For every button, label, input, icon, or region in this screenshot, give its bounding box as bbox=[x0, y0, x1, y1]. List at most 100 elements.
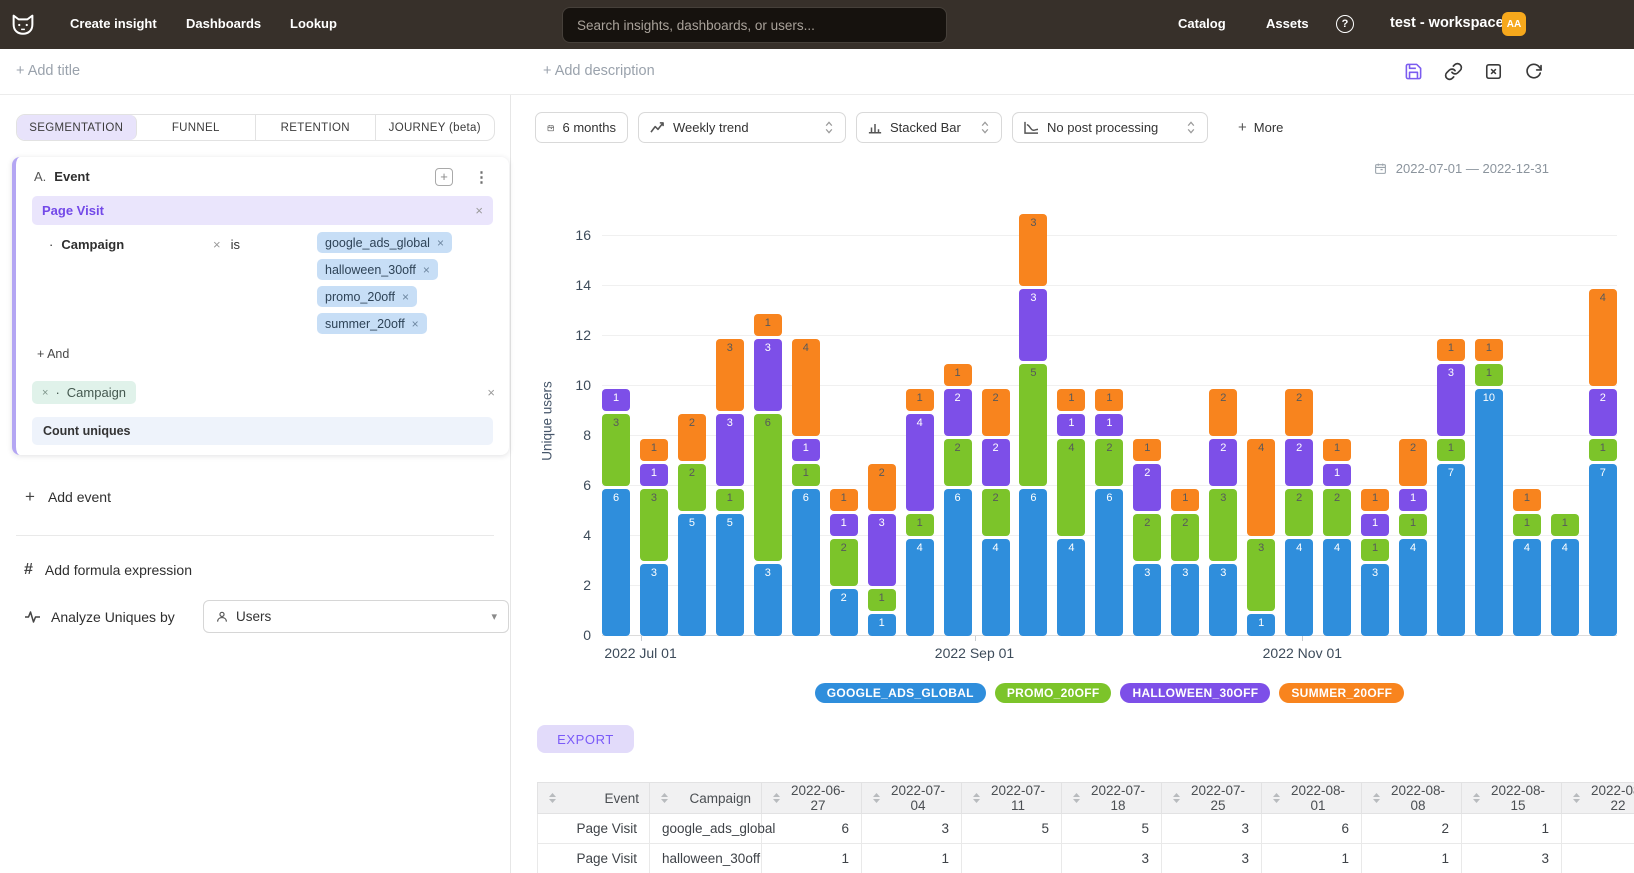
stacked-bar[interactable]: 6114 bbox=[792, 339, 820, 636]
bar-segment[interactable]: 2 bbox=[1589, 389, 1617, 436]
bar-segment[interactable]: 3 bbox=[1133, 564, 1161, 636]
column-header[interactable]: 2022-08-15 bbox=[1462, 783, 1562, 814]
bar-segment[interactable]: 7 bbox=[1589, 464, 1617, 636]
bar-segment[interactable]: 1 bbox=[754, 314, 782, 336]
remove-value-icon[interactable]: × bbox=[402, 290, 409, 304]
bar-segment[interactable]: 6 bbox=[602, 489, 630, 636]
bar-segment[interactable]: 1 bbox=[906, 514, 934, 536]
filter-value-chip[interactable]: summer_20off× bbox=[317, 313, 427, 334]
bar-segment[interactable]: 2 bbox=[1285, 489, 1313, 536]
bar-segment[interactable]: 1 bbox=[1095, 389, 1123, 411]
legend-item-summer_20off[interactable]: SUMMER_20OFF bbox=[1279, 683, 1404, 703]
filter-value-chip[interactable]: promo_20off× bbox=[317, 286, 417, 307]
stacked-bar[interactable]: 3631 bbox=[754, 314, 782, 636]
bar-segment[interactable]: 1 bbox=[1513, 489, 1541, 511]
legend-item-promo_20off[interactable]: PROMO_20OFF bbox=[995, 683, 1112, 703]
bar-segment[interactable]: 1 bbox=[1399, 514, 1427, 536]
bar-segment[interactable]: 2 bbox=[1399, 439, 1427, 486]
stacked-bar[interactable]: 6221 bbox=[944, 364, 972, 636]
help-icon[interactable]: ? bbox=[1336, 15, 1354, 33]
bar-segment[interactable]: 5 bbox=[1019, 364, 1047, 486]
bar-segment[interactable]: 1 bbox=[868, 614, 896, 636]
nav-catalog[interactable]: Catalog bbox=[1178, 16, 1226, 31]
bar-segment[interactable]: 2 bbox=[982, 439, 1010, 486]
app-logo-cat-icon[interactable] bbox=[8, 10, 38, 40]
refresh-icon[interactable] bbox=[1524, 62, 1544, 82]
bar-segment[interactable]: 1 bbox=[1247, 614, 1275, 636]
bar-segment[interactable]: 3 bbox=[1437, 364, 1465, 436]
sort-icon[interactable] bbox=[1172, 792, 1181, 804]
bar-segment[interactable]: 3 bbox=[716, 414, 744, 486]
column-header[interactable]: 2022-08-22 bbox=[1562, 783, 1634, 814]
bar-segment[interactable]: 2 bbox=[1133, 464, 1161, 511]
bar-segment[interactable]: 1 bbox=[792, 464, 820, 486]
bar-segment[interactable]: 4 bbox=[1589, 289, 1617, 386]
bar-segment[interactable]: 6 bbox=[944, 489, 972, 636]
bar-segment[interactable]: 2 bbox=[982, 389, 1010, 436]
sort-icon[interactable] bbox=[772, 792, 781, 804]
add-title-field[interactable]: + Add title bbox=[16, 63, 80, 79]
bar-segment[interactable]: 3 bbox=[1361, 564, 1389, 636]
bar-segment[interactable]: 1 bbox=[602, 389, 630, 411]
stacked-bar[interactable]: 41 bbox=[1551, 514, 1579, 636]
bar-segment[interactable]: 1 bbox=[1437, 339, 1465, 361]
bar-segment[interactable]: 3 bbox=[716, 339, 744, 411]
stacked-bar[interactable]: 4222 bbox=[982, 389, 1010, 636]
bar-segment[interactable]: 3 bbox=[1019, 214, 1047, 286]
stacked-bar[interactable]: 4222 bbox=[1285, 389, 1313, 636]
remove-value-icon[interactable]: × bbox=[412, 317, 419, 331]
bar-segment[interactable]: 3 bbox=[1209, 564, 1237, 636]
column-header[interactable]: 2022-08-08 bbox=[1362, 783, 1462, 814]
stacked-bar[interactable]: 4211 bbox=[1323, 439, 1351, 636]
bar-segment[interactable]: 1 bbox=[1437, 439, 1465, 461]
bar-segment[interactable]: 4 bbox=[1057, 439, 1085, 536]
stacked-bar[interactable]: 134 bbox=[1247, 439, 1275, 636]
sort-icon[interactable] bbox=[972, 792, 981, 804]
column-header[interactable]: Event bbox=[538, 783, 650, 814]
bar-segment[interactable]: 4 bbox=[1513, 539, 1541, 636]
nav-assets[interactable]: Assets bbox=[1266, 16, 1309, 31]
event-selector[interactable]: Page Visit × bbox=[32, 196, 493, 225]
bar-segment[interactable]: 1 bbox=[944, 364, 972, 386]
stacked-bar[interactable]: 5133 bbox=[716, 339, 744, 636]
stacked-bar[interactable]: 4112 bbox=[1399, 439, 1427, 636]
bar-segment[interactable]: 3 bbox=[640, 489, 668, 561]
bar-segment[interactable]: 2 bbox=[982, 489, 1010, 536]
stacked-bar[interactable]: 6533 bbox=[1019, 214, 1047, 636]
sort-icon[interactable] bbox=[1272, 792, 1281, 804]
bar-segment[interactable]: 2 bbox=[1323, 489, 1351, 536]
add-and-condition[interactable]: + And bbox=[37, 347, 69, 361]
column-header[interactable]: 2022-06-27 bbox=[762, 783, 862, 814]
stacked-bar[interactable]: 6211 bbox=[1095, 389, 1123, 636]
nav-create-insight[interactable]: Create insight bbox=[70, 16, 157, 31]
bar-segment[interactable]: 2 bbox=[1133, 514, 1161, 561]
filter-property[interactable]: ·Campaign bbox=[49, 237, 124, 252]
bar-segment[interactable]: 6 bbox=[1019, 489, 1047, 636]
bar-segment[interactable]: 1 bbox=[1095, 414, 1123, 436]
sort-icon[interactable] bbox=[660, 792, 669, 804]
column-header[interactable]: 2022-07-11 bbox=[962, 783, 1062, 814]
close-square-icon[interactable] bbox=[1484, 62, 1504, 82]
export-button[interactable]: EXPORT bbox=[537, 725, 634, 753]
bar-segment[interactable]: 1 bbox=[1361, 539, 1389, 561]
stacked-bar[interactable]: 3322 bbox=[1209, 389, 1237, 636]
tab-segmentation[interactable]: SEGMENTATION bbox=[17, 115, 137, 140]
sort-icon[interactable] bbox=[1372, 792, 1381, 804]
tab-journey-beta-[interactable]: JOURNEY (beta) bbox=[376, 115, 495, 140]
clear-breakdown-icon[interactable]: × bbox=[487, 385, 495, 400]
add-formula-button[interactable]: # Add formula expression bbox=[24, 561, 192, 579]
column-header[interactable]: 2022-07-18 bbox=[1062, 783, 1162, 814]
bar-segment[interactable]: 7 bbox=[1437, 464, 1465, 636]
bar-segment[interactable]: 2 bbox=[830, 589, 858, 636]
bar-segment[interactable]: 1 bbox=[640, 439, 668, 461]
sort-icon[interactable] bbox=[1072, 792, 1081, 804]
bar-segment[interactable]: 1 bbox=[1323, 464, 1351, 486]
bar-segment[interactable]: 2 bbox=[830, 539, 858, 586]
stacked-bar[interactable]: 4411 bbox=[1057, 389, 1085, 636]
bar-segment[interactable]: 1 bbox=[1133, 439, 1161, 461]
bar-segment[interactable]: 1 bbox=[1589, 439, 1617, 461]
bar-segment[interactable]: 3 bbox=[602, 414, 630, 486]
bar-segment[interactable]: 4 bbox=[1057, 539, 1085, 636]
bar-segment[interactable]: 2 bbox=[1285, 439, 1313, 486]
save-icon[interactable] bbox=[1404, 62, 1424, 82]
